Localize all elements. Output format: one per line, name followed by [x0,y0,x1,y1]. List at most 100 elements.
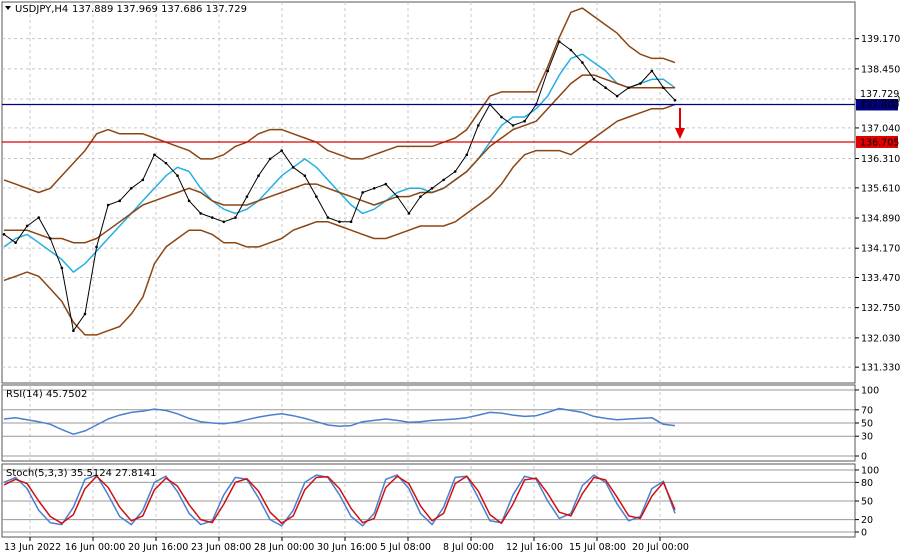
price-point [60,266,64,270]
main-title: USDJPY,H4 [15,4,68,15]
x-tick-label: 20 Jun 16:00 [128,542,188,553]
main-y-tick-label: 134.890 [861,214,900,225]
x-tick-label: 23 Jun 08:00 [191,542,251,553]
price-point [326,216,330,219]
price-point [349,220,353,224]
price-point [673,98,677,102]
price-point [558,40,561,43]
main-y-tick-label: 132.750 [861,303,900,314]
price-point [303,174,307,177]
price-point [430,186,434,190]
down-arrow-icon-head [675,128,685,139]
price-point [95,245,98,249]
rsi-grid [2,386,855,460]
price-point [25,224,29,228]
price-point [37,216,41,219]
x-tick-label: 13 Jun 2022 [4,542,61,553]
price-point [442,178,445,182]
rsi-panel: 100 70 50 30 0 RSI(14) 45.7502 [1,384,879,463]
main-series-line-bollinger-lower [3,103,676,336]
price-point [14,241,17,245]
level-label-box [856,98,898,111]
price-point [245,195,249,198]
price-point [187,199,191,203]
price-point [650,69,654,73]
level-label: 137.600 [860,100,899,111]
level-label: 136.705 [860,137,899,148]
price-point [291,166,295,169]
price-point [662,86,665,90]
price-point [48,237,52,240]
price-point [234,216,237,219]
x-tick-label: 12 Jul 16:00 [506,542,563,553]
main-y-tick-label: 137.040 [861,123,900,134]
main-y-tick-label: 132.030 [861,333,900,344]
price-point [592,78,596,81]
x-tick-label: 8 Jul 00:00 [443,542,494,553]
price-point [500,115,503,119]
price-point [615,94,619,98]
price-point [419,195,422,198]
main-y-tick-label: 131.330 [861,363,900,374]
price-point [199,212,202,215]
main-series [2,7,677,336]
rsi-y-tick-label: 0 [861,452,867,463]
price-point [83,312,87,316]
price-point [129,186,133,190]
price-point [153,153,156,157]
rsi-title: RSI(14) 45.7502 [6,389,87,400]
price-point [338,220,341,224]
price-point [164,161,168,165]
price-point [523,119,526,123]
price-point [604,86,607,90]
main-y-tick-label: 133.470 [861,273,900,284]
stoch-y-tick-label: 100 [861,466,879,477]
main-y-tick-label: 138.450 [861,64,900,75]
main-grid [2,2,855,385]
price-point [546,69,550,73]
ohlc-readout: 137.889 137.969 137.686 137.729 [72,4,247,15]
price-point [396,195,399,198]
price-point [638,82,642,85]
chevron-down-icon[interactable] [5,6,11,10]
price-point [361,191,364,194]
main-y-tick-label: 136.310 [861,154,900,165]
main-y-tick-label: 134.170 [861,244,900,255]
price-point [210,216,214,219]
main-series-line-bollinger-upper [3,7,676,194]
stoch-series [3,474,676,527]
x-axis: 13 Jun 2022 16 Jun 00:00 20 Jun 16:00 23 Ju… [4,537,689,553]
x-tick-label: 5 Jul 08:00 [380,542,431,553]
price-point [176,174,179,177]
current-price-box [856,88,898,99]
x-tick-label: 20 Jul 00:00 [632,542,689,553]
rsi-y-tick-label: 70 [861,405,873,416]
x-tick-label: 28 Jun 00:00 [254,542,314,553]
price-point [453,170,457,173]
current-price-label: 137.729 [860,89,899,100]
rsi-y-axis: 100 70 50 30 0 [855,386,879,463]
price-point [72,329,75,333]
price-point [627,86,631,90]
price-point [2,233,6,236]
price-point [106,203,110,207]
stoch-y-tick-label: 20 [861,515,873,526]
main-y-tick-label: 137.730 [861,95,900,106]
x-tick-label: 30 Jun 16:00 [317,542,377,553]
price-point [511,124,515,127]
price-point [581,61,584,64]
stoch-series-line-1 [3,475,676,525]
price-point [118,199,121,203]
price-point [384,182,388,186]
price-point [407,212,411,215]
stoch-y-tick-label: 0 [861,528,867,539]
stoch-title: Stoch(5,3,3) 35.5124 27.8141 [6,468,157,479]
rsi-y-tick-label: 30 [861,432,873,443]
x-tick-label: 15 Jul 08:00 [569,542,626,553]
price-point [465,153,469,157]
price-point [141,178,145,182]
rsi-y-tick-label: 100 [861,386,879,397]
